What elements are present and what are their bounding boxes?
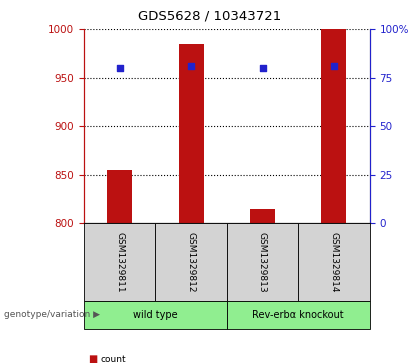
Text: GSM1329812: GSM1329812 <box>186 232 196 293</box>
Bar <box>321 29 346 223</box>
Text: GSM1329813: GSM1329813 <box>258 232 267 293</box>
Text: ■: ■ <box>88 354 97 363</box>
Text: wild type: wild type <box>133 310 178 320</box>
Text: genotype/variation ▶: genotype/variation ▶ <box>4 310 100 319</box>
Point <box>331 63 337 69</box>
Bar <box>250 209 275 223</box>
Text: count: count <box>101 355 126 363</box>
Text: GDS5628 / 10343721: GDS5628 / 10343721 <box>138 9 282 22</box>
Text: GSM1329814: GSM1329814 <box>329 232 339 293</box>
Point <box>259 65 266 71</box>
Point <box>116 65 123 71</box>
Bar <box>178 44 204 223</box>
Bar <box>107 170 132 223</box>
Text: GSM1329811: GSM1329811 <box>115 232 124 293</box>
Text: Rev-erbα knockout: Rev-erbα knockout <box>252 310 344 320</box>
Point <box>188 63 194 69</box>
